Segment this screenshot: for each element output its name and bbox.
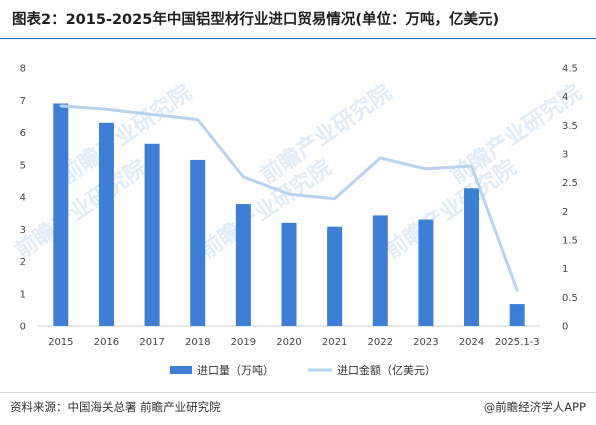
bar-import-volume (144, 143, 160, 326)
line-point (424, 167, 428, 171)
x-axis-tick-label: 2021 (322, 337, 347, 348)
x-axis-tick-label: 2023 (413, 337, 438, 348)
bar-import-volume (372, 215, 388, 326)
left-axis-tick-label: 6 (20, 128, 26, 139)
line-point (196, 118, 199, 121)
footer-divider (0, 392, 596, 393)
left-axis-tick-label: 8 (20, 64, 26, 75)
line-point (242, 175, 245, 179)
right-axis-tick-label: 2.5 (562, 178, 578, 189)
left-axis-tick-label: 1 (20, 289, 26, 300)
right-axis-tick-label: 0.5 (562, 293, 578, 304)
bar-import-volume (418, 219, 434, 326)
x-axis-tick-label: 2017 (139, 337, 164, 348)
right-axis-tick-label: 4 (562, 92, 568, 103)
left-axis-tick-label: 2 (20, 257, 26, 268)
right-axis-tick-label: 1.5 (562, 236, 578, 247)
line-point (59, 104, 63, 108)
bar-series (53, 103, 525, 326)
bar-import-volume (327, 226, 343, 326)
left-axis-tick-label: 4 (20, 193, 26, 204)
right-axis-tick-label: 3.5 (562, 121, 578, 132)
x-axis-tick-label: 2018 (185, 337, 210, 348)
left-axis-tick-label: 0 (20, 322, 26, 333)
right-axis-tick-label: 0 (562, 322, 568, 333)
left-axis-tick-label: 5 (20, 160, 26, 171)
bar-import-volume (464, 188, 480, 326)
right-axis: 0 0.5 1 1.5 2 2.5 3 3.5 4 4.5 (562, 64, 578, 333)
x-axis-tick-label: 2020 (276, 337, 301, 348)
left-axis-tick-label: 7 (20, 96, 26, 107)
bar-import-volume (509, 304, 525, 326)
right-axis-tick-label: 2 (562, 207, 568, 218)
right-axis-tick-label: 4.5 (562, 64, 578, 75)
x-axis: 2015 2016 2017 2018 2019 2020 2021 2022 2023 2024… (38, 325, 540, 348)
x-axis-tick-label: 2019 (231, 337, 256, 348)
bar-import-volume (281, 222, 297, 326)
line-point (105, 108, 108, 111)
x-axis-tick-label: 2024 (459, 337, 484, 348)
right-axis-tick-label: 1 (562, 264, 568, 275)
legend-label-value: 进口金额（亿美元） (337, 363, 436, 377)
line-series (59, 104, 519, 292)
x-axis-tick-label: 2022 (368, 337, 393, 348)
bar-import-volume (98, 122, 114, 326)
chart-title: 图表2：2015-2025年中国铝型材行业进口贸易情况(单位：万吨，亿美元) (12, 12, 500, 28)
legend-swatch-bar (170, 366, 192, 374)
legend-label-volume: 进口量（万吨） (197, 364, 274, 377)
source-note: 资料来源：中国海关总署 前瞻产业研究院 (10, 400, 221, 414)
left-axis-tick-label: 3 (20, 225, 26, 236)
bar-import-volume (190, 159, 206, 326)
line-point (287, 192, 291, 196)
x-axis-tick-label: 2015 (48, 337, 73, 348)
line-point (379, 156, 382, 160)
right-axis-tick-label: 3 (562, 150, 568, 161)
line-point (150, 113, 154, 116)
bar-import-volume (235, 204, 251, 326)
line-point (470, 164, 473, 168)
line-point (515, 289, 519, 292)
brand-credit: @前瞻经济学人APP (483, 400, 586, 414)
line-point (333, 197, 336, 200)
bar-import-volume (53, 103, 69, 326)
title-divider (0, 38, 596, 39)
legend: 进口量（万吨） 进口金额（亿美元） (170, 363, 436, 377)
x-axis-tick-label: 2016 (94, 337, 119, 348)
x-axis-tick-label: 2025.1-3 (495, 337, 540, 348)
left-axis: 0 1 2 3 4 5 6 7 8 (20, 64, 26, 333)
